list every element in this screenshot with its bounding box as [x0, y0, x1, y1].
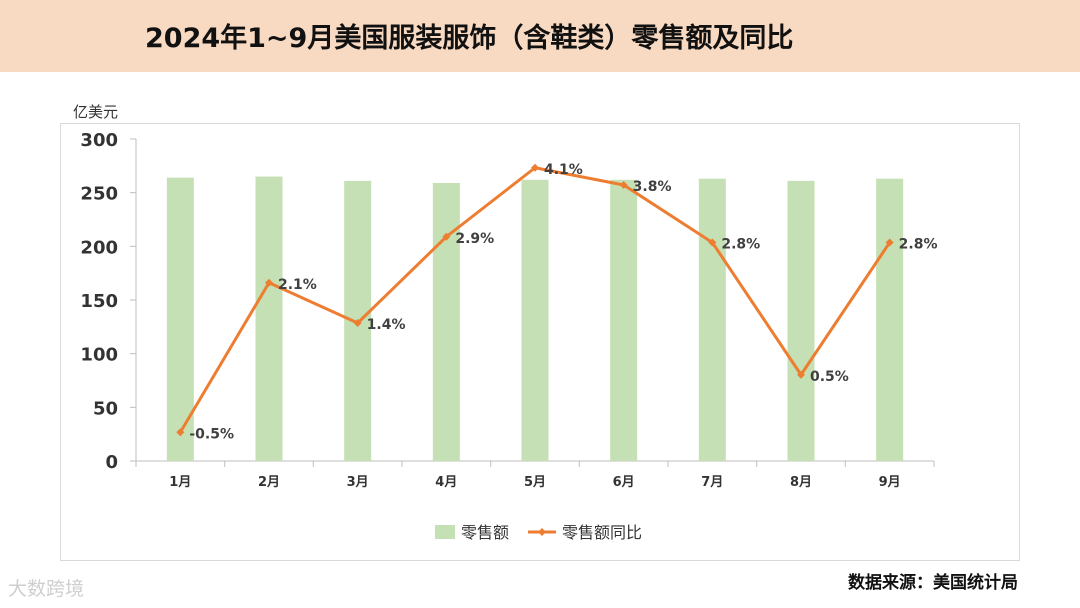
- bar: [255, 176, 283, 462]
- x-tick-label: 1月: [169, 475, 191, 490]
- y-tick-label: 150: [80, 291, 118, 312]
- x-tick-label: 2月: [258, 475, 280, 490]
- data-label: 2.8%: [899, 237, 938, 253]
- legend-swatch-bar: [435, 525, 455, 539]
- x-tick-label: 8月: [790, 475, 812, 490]
- watermark: 大数跨境: [8, 578, 85, 600]
- bar: [521, 179, 549, 461]
- line-point: [619, 181, 628, 189]
- line-point: [708, 238, 717, 247]
- x-tick-label: 6月: [613, 475, 635, 490]
- x-tick-label: 4月: [435, 475, 457, 490]
- x-tick-label: 7月: [701, 475, 723, 490]
- data-label: 3.8%: [633, 179, 672, 195]
- y-tick-label: 300: [80, 130, 118, 151]
- x-tick-label: 3月: [347, 475, 369, 490]
- line-point: [531, 163, 539, 172]
- y-tick-label: 250: [80, 184, 118, 205]
- bar: [610, 179, 638, 461]
- y-tick-label: 200: [80, 237, 118, 258]
- data-label: -0.5%: [189, 426, 234, 442]
- y-tick-label: 0: [105, 452, 118, 473]
- line-point: [797, 370, 805, 379]
- y-tick-label: 100: [80, 345, 118, 366]
- bar: [876, 178, 904, 462]
- x-tick-label: 5月: [524, 475, 546, 490]
- y-tick-label: 50: [93, 398, 118, 419]
- line-point: [442, 232, 451, 241]
- line-point: [885, 238, 894, 247]
- line-point: [353, 319, 362, 327]
- source-note: 数据来源：美国统计局: [848, 573, 1018, 593]
- data-label: 0.5%: [810, 369, 849, 385]
- bar: [432, 183, 460, 462]
- data-label: 2.9%: [455, 231, 494, 247]
- legend-label-bar: 零售额: [461, 523, 509, 542]
- x-tick-label: 9月: [879, 475, 901, 490]
- line-point: [265, 278, 273, 287]
- y-axis-unit-label: 亿美元: [73, 103, 119, 121]
- legend-label-line: 零售额同比: [562, 523, 642, 542]
- legend-swatch-marker: [538, 528, 546, 536]
- bar: [166, 177, 194, 461]
- page-title: 2024年1~9月美国服装服饰（含鞋类）零售额及同比: [145, 23, 794, 54]
- bar: [787, 180, 815, 462]
- data-label: 1.4%: [367, 317, 406, 333]
- bar: [698, 178, 726, 462]
- data-label: 4.1%: [544, 162, 583, 178]
- data-label: 2.1%: [278, 277, 317, 293]
- title-bar: 2024年1~9月美国服装服饰（含鞋类）零售额及同比: [0, 0, 1080, 72]
- line-point: [176, 428, 185, 437]
- data-label: 2.8%: [721, 237, 760, 253]
